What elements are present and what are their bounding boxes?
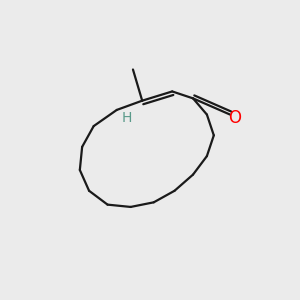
Text: H: H <box>122 111 132 125</box>
Text: O: O <box>229 109 242 127</box>
